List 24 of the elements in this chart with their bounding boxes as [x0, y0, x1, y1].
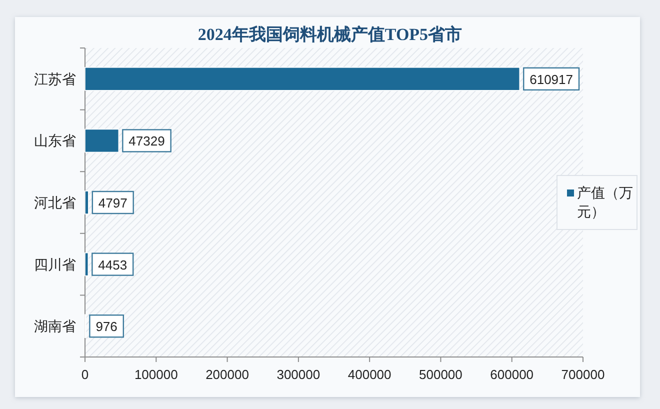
y-tick-label: 四川省: [34, 256, 76, 272]
data-label: 610917: [530, 72, 574, 87]
x-tick-label: 500000: [419, 367, 462, 382]
data-label: 976: [96, 319, 118, 334]
bar: [84, 67, 520, 91]
x-tick-label: 300000: [276, 367, 320, 382]
x-tick-label: 700000: [561, 367, 605, 382]
x-tick-label: 400000: [348, 367, 392, 382]
legend-label: 产值（万元）: [577, 184, 633, 220]
chart-title: 2024年我国饲料机械产值TOP5省市: [198, 25, 462, 44]
y-tick-label: 江苏省: [34, 70, 76, 87]
y-tick-label: 湖南省: [34, 318, 76, 334]
data-label: 47329: [128, 134, 165, 149]
bar: [84, 252, 89, 276]
data-label: 4797: [98, 196, 128, 210]
y-tick-label: 河北省: [34, 194, 76, 210]
x-tick-label: 600000: [490, 367, 534, 382]
x-tick-label: 0: [81, 367, 89, 382]
x-tick-label: 200000: [206, 367, 249, 382]
bar: [84, 128, 120, 153]
data-label: 4453: [98, 257, 128, 272]
y-tick-label: 山东省: [34, 132, 76, 149]
x-tick-label: 100000: [134, 367, 178, 382]
bar: [84, 190, 89, 214]
